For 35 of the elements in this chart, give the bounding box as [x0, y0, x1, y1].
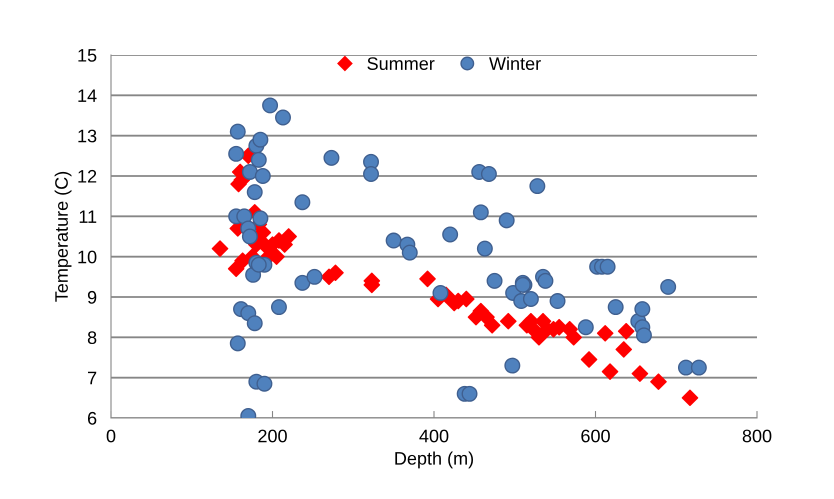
y-tick-label: 15 [78, 49, 96, 62]
point [602, 363, 618, 380]
point [618, 322, 634, 340]
y-tick-label: 14 [78, 89, 97, 102]
y-tick-label: 7 [88, 372, 96, 384]
x-tick-label: 0 [106, 430, 116, 442]
y-axis-title: Temperature (C) [54, 172, 72, 302]
point [615, 341, 632, 358]
x-tick-label: 600 [581, 430, 610, 442]
x-axis-title: Depth (m) [395, 452, 474, 468]
point [632, 365, 648, 382]
point [682, 390, 698, 406]
y-tick-label: 11 [80, 210, 96, 223]
point [212, 240, 228, 257]
point [419, 270, 436, 288]
y-tick-label: 9 [88, 290, 96, 304]
legend-label: Winter [489, 56, 541, 70]
point [268, 248, 285, 265]
point [500, 312, 517, 330]
point [530, 329, 548, 346]
y-tick-label: 13 [78, 130, 96, 142]
x-tick-label: 400 [419, 430, 448, 442]
point [596, 325, 614, 342]
y-tick-label: 10 [78, 250, 96, 264]
y-tick-label: 6 [88, 412, 96, 425]
point [650, 373, 667, 390]
y-tick-label: 8 [88, 331, 96, 344]
point [565, 329, 582, 346]
point [280, 228, 297, 245]
legend-label: Summer [367, 57, 435, 70]
point [580, 351, 598, 368]
x-tick-label: 200 [258, 430, 287, 442]
y-tick-label: 12 [78, 170, 96, 183]
x-tick-label: 800 [742, 430, 772, 442]
point [484, 316, 500, 334]
